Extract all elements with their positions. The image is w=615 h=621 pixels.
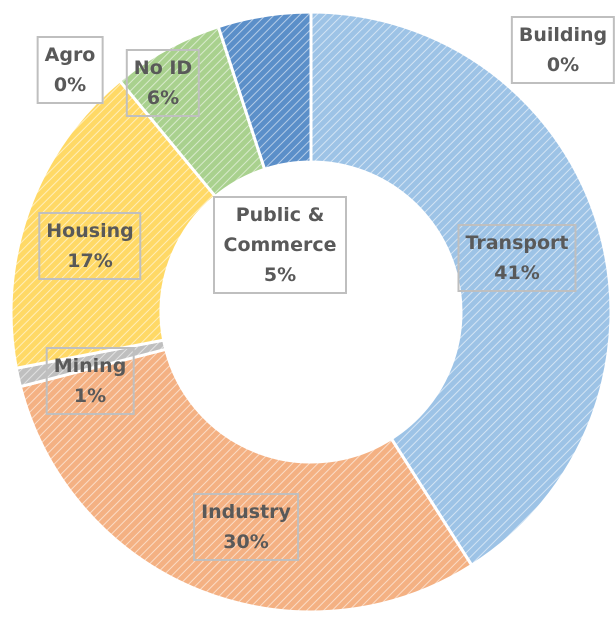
data-label: Industry 30% [193, 493, 299, 561]
category-label: Agro [44, 44, 96, 66]
data-label: No ID 6% [125, 49, 201, 117]
category-label: Industry [201, 501, 291, 523]
category-label: Building [518, 24, 608, 46]
slice [9, 78, 218, 370]
category-label: Public & Commerce [223, 204, 337, 256]
value-label: 5% [263, 264, 297, 286]
data-label: Mining 1% [45, 347, 135, 415]
value-label: 1% [73, 385, 107, 407]
category-label: Housing [46, 220, 134, 242]
category-label: Transport [465, 232, 569, 254]
category-label: No ID [133, 57, 193, 79]
data-label: Agro 0% [36, 36, 104, 104]
value-label: 17% [67, 250, 113, 272]
data-label: Public & Commerce 5% [213, 196, 347, 294]
value-label: 0% [546, 54, 580, 76]
category-label: Mining [53, 355, 127, 377]
slice [216, 10, 313, 172]
data-label: Housing 17% [38, 212, 142, 280]
value-label: 6% [146, 87, 180, 109]
data-label: Transport 41% [457, 224, 577, 292]
slice [309, 10, 613, 568]
value-label: 30% [223, 531, 269, 553]
value-label: 0% [53, 74, 87, 96]
value-label: 41% [494, 262, 540, 284]
data-label: Building 0% [510, 16, 615, 84]
